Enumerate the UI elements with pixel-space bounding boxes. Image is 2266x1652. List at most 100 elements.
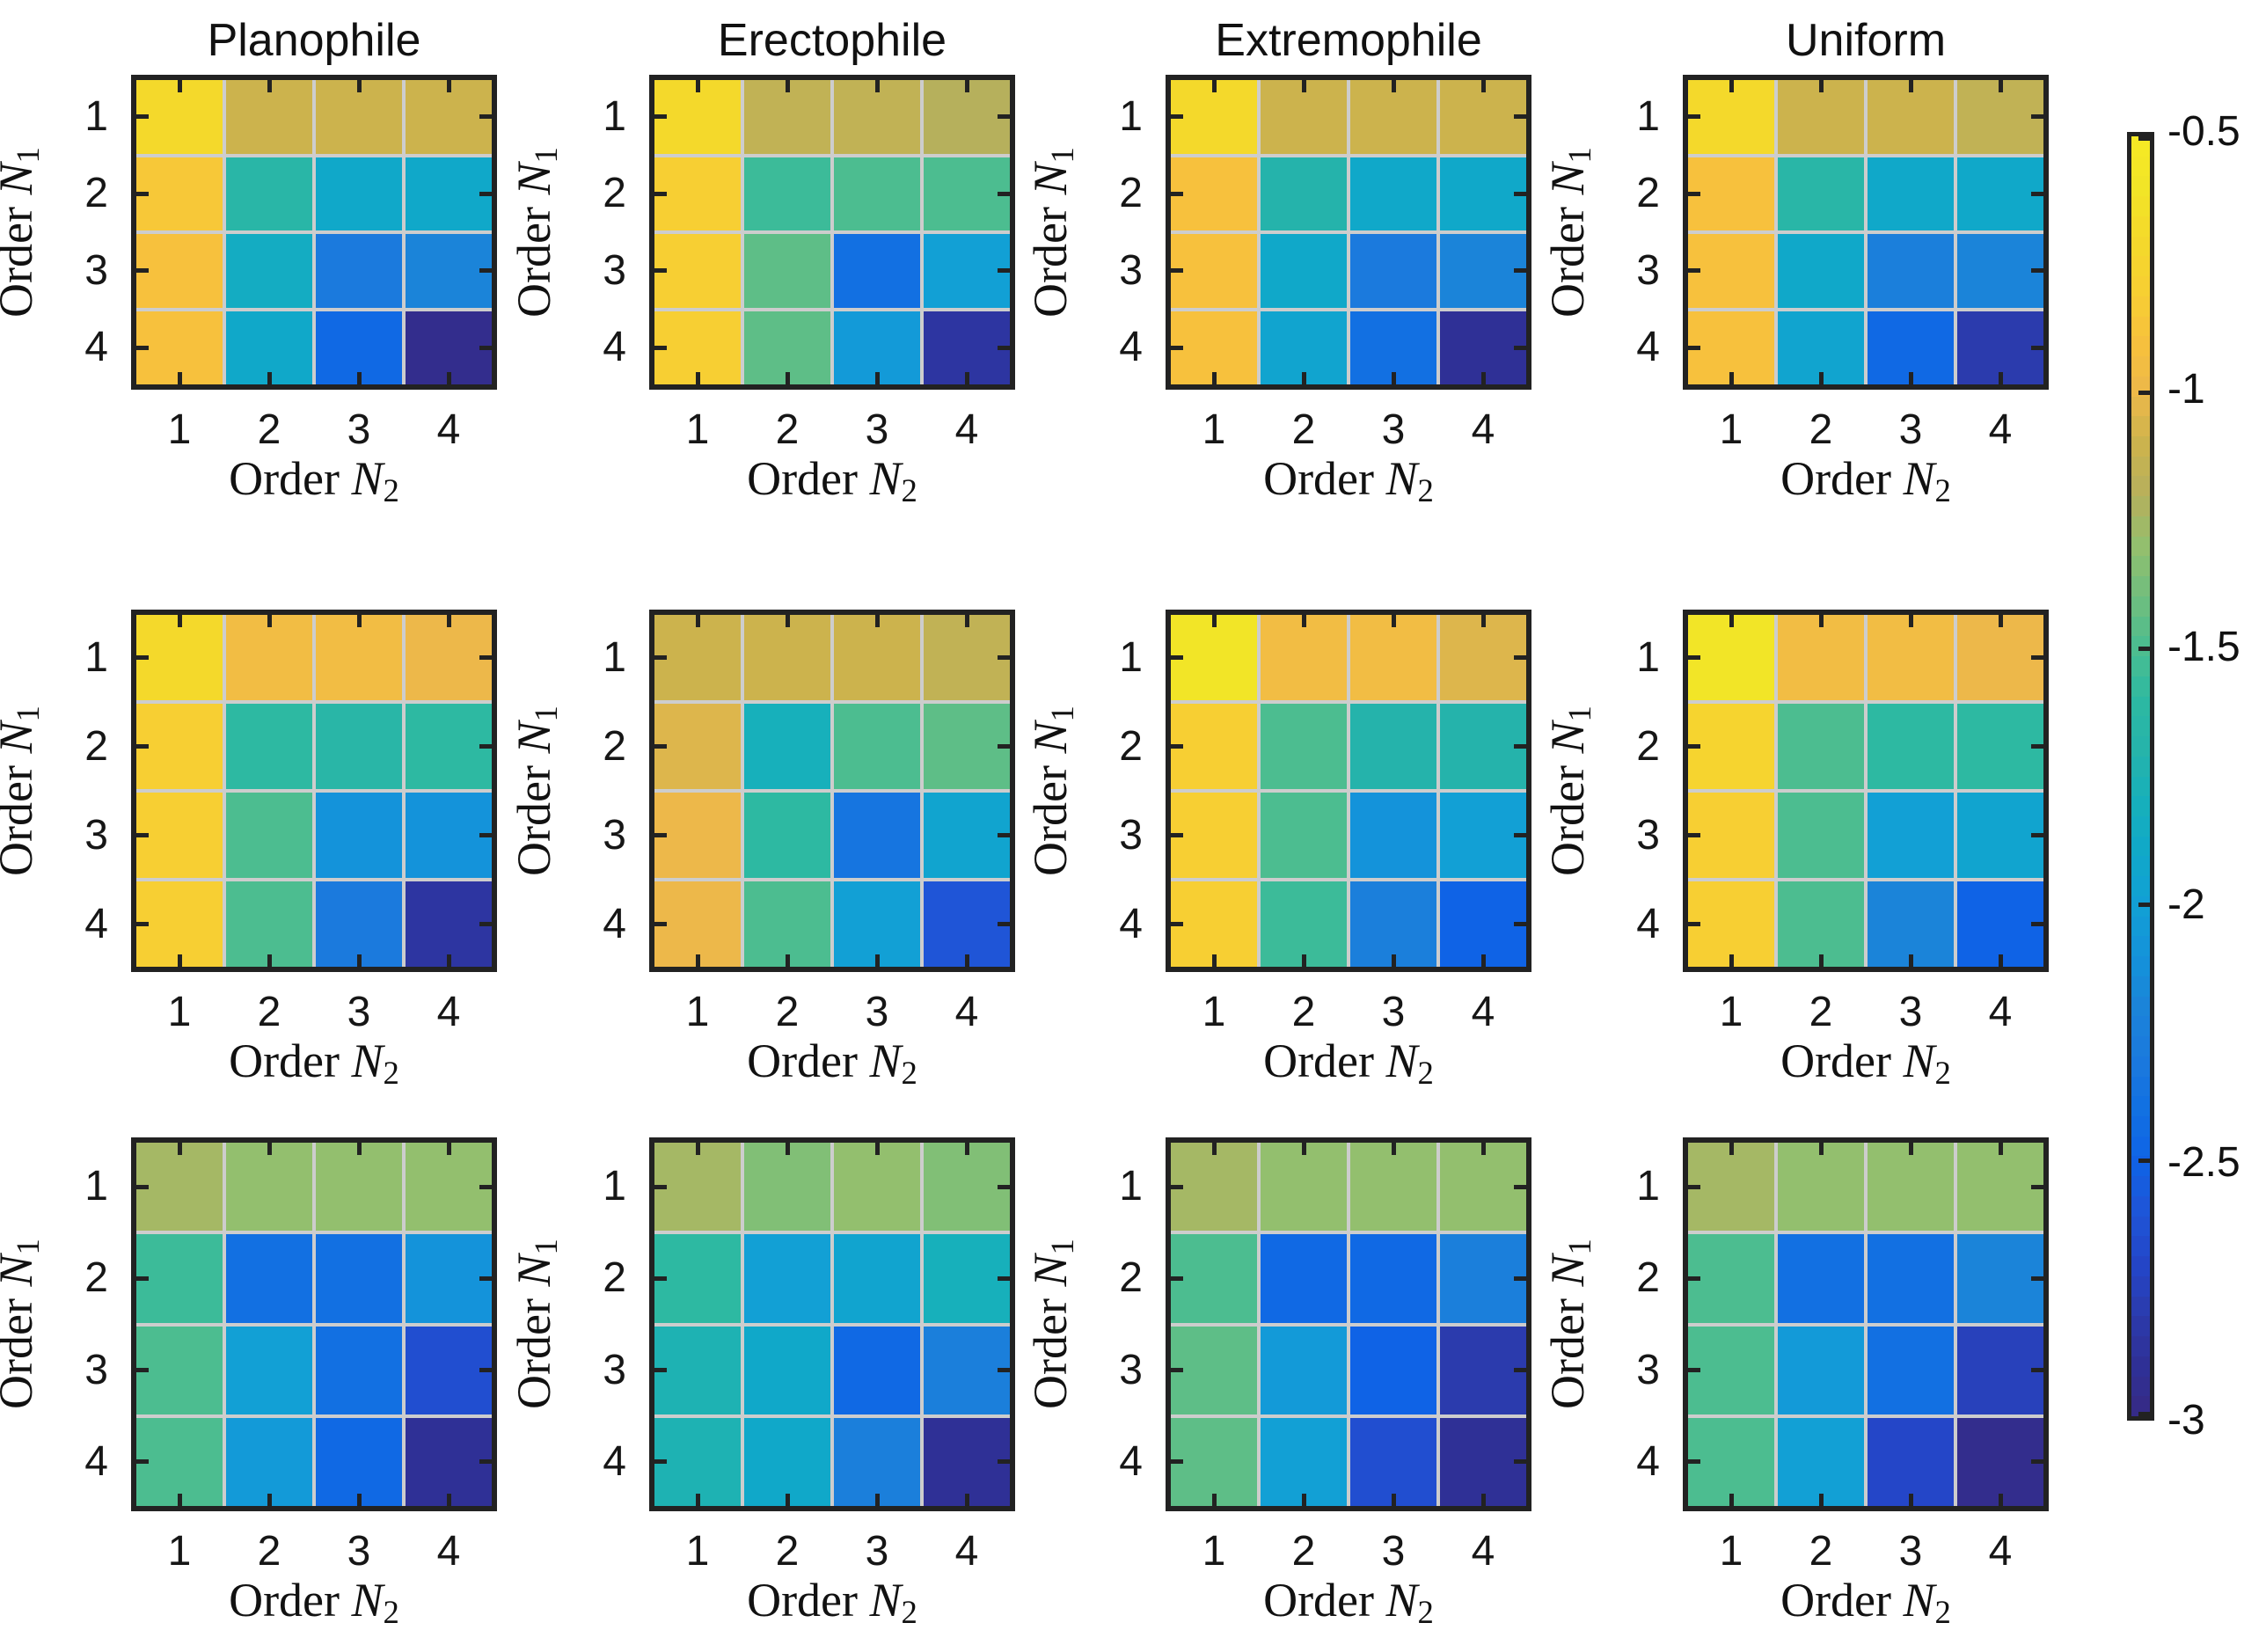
axis-tick: [1391, 372, 1396, 384]
heatmap-cell: [226, 793, 312, 878]
axis-tick: [1301, 954, 1306, 967]
x-tick-label: 2: [1291, 406, 1316, 453]
axis-tick: [479, 1184, 492, 1189]
heatmap-cell: [1778, 704, 1864, 789]
heatmap-cell: [744, 793, 830, 878]
y-axis-label-sub: 1: [1561, 1239, 1598, 1255]
y-axis-label-text-wrap: Order N1: [1540, 147, 1607, 318]
heatmap-cell: [1868, 615, 1954, 700]
y-axis-label-var: N: [1023, 1254, 1077, 1287]
x-axis-label-sub: 2: [901, 1594, 917, 1631]
x-axis-label: Order N2: [1683, 1034, 2049, 1100]
heatmap-cell: [1261, 1143, 1347, 1232]
x-axis-label-var: N: [351, 452, 384, 505]
heatmap-cell: [226, 1143, 312, 1232]
y-tick-label: 2: [84, 1254, 108, 1302]
x-axis-label: Order N2: [1166, 1034, 1531, 1100]
axis-tick: [1818, 1494, 1824, 1506]
colorbar-tick-label: -2: [2167, 881, 2205, 928]
x-axis-label-text: Order: [1263, 1574, 1386, 1626]
heatmap-panel-planophile-row1: [131, 75, 497, 390]
axis-tick: [1688, 1459, 1700, 1465]
heatmap-cell: [316, 704, 402, 789]
heatmap-cell: [924, 1143, 1010, 1232]
axis-tick: [1171, 922, 1183, 926]
heatmap-cell: [1171, 234, 1257, 308]
heatmap-cell: [654, 157, 741, 230]
heatmap-cell: [924, 881, 1010, 967]
y-axis-label-text-wrap: Order N1: [0, 1239, 55, 1410]
heatmap-cell: [1957, 157, 2043, 230]
heatmap-cell: [226, 234, 312, 308]
axis-tick: [356, 954, 362, 967]
y-tick-label: 1: [1119, 92, 1143, 140]
axis-tick: [2031, 1276, 2043, 1281]
heatmap-cell: [744, 704, 830, 789]
axis-tick: [479, 833, 492, 837]
heatmap-cell: [1261, 881, 1347, 967]
heatmap-cell: [1688, 881, 1774, 967]
y-axis-label-var: N: [507, 163, 560, 195]
colorbar-band: [2131, 1216, 2150, 1237]
y-tick-label: 2: [603, 1254, 626, 1302]
axis-tick: [177, 954, 182, 967]
axis-tick: [479, 922, 492, 926]
x-axis-label-text: Order: [229, 1574, 352, 1626]
x-axis-label-sub: 2: [383, 1594, 399, 1631]
heatmap-cell: [136, 1417, 223, 1506]
y-axis-label-sub: 1: [10, 147, 47, 164]
x-axis-label-text: Order: [229, 1034, 352, 1087]
axis-tick: [695, 1143, 700, 1155]
colorbar-tick: [2138, 1158, 2150, 1163]
axis-tick: [2031, 1184, 2043, 1189]
y-axis-label: Order N1: [508, 1137, 566, 1511]
axis-tick: [1171, 268, 1183, 274]
axis-tick: [1908, 372, 1913, 384]
colorbar-band: [2131, 316, 2150, 337]
x-tick-label: 1: [1719, 406, 1743, 453]
heatmap-cell: [1440, 615, 1526, 700]
axis-tick: [1514, 345, 1526, 350]
axis-tick: [785, 80, 790, 92]
y-axis-label: Order N1: [1541, 610, 1600, 972]
heatmap-cell: [1350, 1234, 1436, 1323]
heatmap-cell: [1957, 1143, 2043, 1232]
heatmap-panel-erectophile-row1: [649, 75, 1015, 390]
x-tick-label: 3: [1898, 1528, 1923, 1575]
colorbar-band: [2131, 216, 2150, 237]
heatmap-cell: [1171, 1234, 1257, 1323]
axis-tick: [1480, 80, 1486, 92]
x-axis-label-sub: 2: [383, 1055, 399, 1092]
y-axis-label: Order N1: [1024, 610, 1083, 972]
axis-tick: [356, 1494, 362, 1506]
x-axis-label-var: N: [869, 1034, 902, 1087]
heatmap-cell: [1688, 1143, 1774, 1232]
colorbar-band: [2131, 1176, 2150, 1196]
heatmap-cell: [226, 157, 312, 230]
heatmap-cell: [834, 234, 920, 308]
x-tick-label: 2: [775, 406, 800, 453]
axis-tick: [479, 1459, 492, 1465]
heatmap-cell: [1440, 1417, 1526, 1506]
colorbar-band: [2131, 716, 2150, 737]
axis-tick: [1688, 114, 1700, 120]
colorbar-band: [2131, 776, 2150, 797]
heatmap-cell: [1261, 157, 1347, 230]
axis-tick: [998, 191, 1010, 196]
axis-tick: [654, 1459, 667, 1465]
axis-tick: [1211, 1494, 1217, 1506]
heatmap-cell: [406, 1417, 492, 1506]
heatmap-cell: [226, 881, 312, 967]
heatmap-cell: [1261, 793, 1347, 878]
heatmap-cell: [1868, 1234, 1954, 1323]
heatmap-cell: [406, 1234, 492, 1323]
heatmap-cell: [1261, 1326, 1347, 1414]
axis-tick: [654, 345, 667, 350]
axis-tick: [874, 615, 880, 627]
y-axis-label-var: N: [1023, 721, 1077, 754]
x-axis-label: Order N2: [649, 1034, 1015, 1100]
axis-tick: [654, 744, 667, 749]
y-tick-label: 4: [1119, 900, 1143, 947]
heatmap-cell: [654, 615, 741, 700]
y-axis-label-text: Order: [1540, 194, 1594, 318]
